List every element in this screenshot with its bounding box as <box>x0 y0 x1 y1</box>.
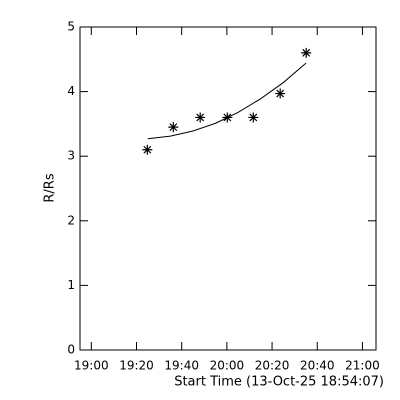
data-point <box>195 112 206 123</box>
data-point <box>275 88 286 99</box>
x-axis-label: Start Time (13-Oct-25 18:54:07) <box>174 375 384 390</box>
y-axis-label: R/Rs <box>43 173 58 202</box>
x-tick-label: 20:40 <box>300 359 335 373</box>
x-tick-label: 19:40 <box>164 359 199 373</box>
y-tick-label: 4 <box>67 84 75 98</box>
data-point <box>248 112 259 123</box>
data-point <box>142 144 153 155</box>
data-point <box>301 47 312 58</box>
data-point <box>168 122 179 133</box>
plot-frame <box>79 26 377 351</box>
x-tick-label: 21:00 <box>345 359 380 373</box>
x-tick-label: 20:00 <box>210 359 245 373</box>
x-tick-label: 20:20 <box>255 359 290 373</box>
y-tick-label: 3 <box>67 149 75 163</box>
x-tick-label: 19:00 <box>74 359 109 373</box>
fit-line <box>147 62 307 140</box>
y-tick-label: 2 <box>67 213 75 227</box>
x-tick-label: 19:20 <box>119 359 154 373</box>
y-tick-label: 5 <box>67 20 75 34</box>
y-tick-label: 0 <box>67 343 75 357</box>
y-tick-label: 1 <box>67 278 75 292</box>
